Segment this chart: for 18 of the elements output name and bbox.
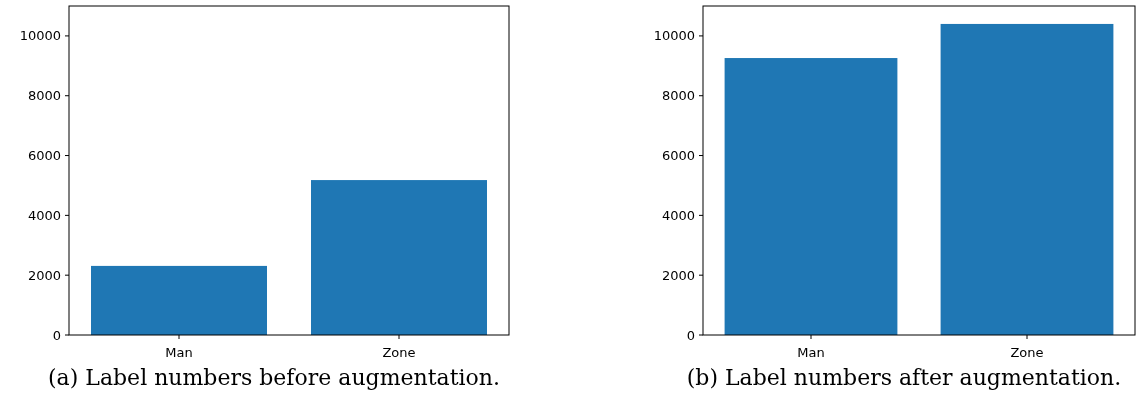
y-tick-label: 0 bbox=[52, 327, 61, 343]
y-tick-label: 8000 bbox=[661, 88, 695, 104]
y-tick-label: 2000 bbox=[661, 267, 695, 283]
x-tick-label: Zone bbox=[382, 345, 416, 360]
y-tick-label: 10000 bbox=[653, 28, 695, 44]
y-tick-label: 10000 bbox=[19, 28, 61, 44]
x-tick-label: Zone bbox=[1010, 345, 1044, 360]
y-tick-label: 4000 bbox=[661, 207, 695, 223]
text: (b) Label numbers after augmentation. bbox=[686, 365, 1122, 390]
y-tick-label: 6000 bbox=[27, 148, 61, 164]
y-tick-label: 0 bbox=[686, 327, 695, 343]
y-tick-label: 4000 bbox=[27, 207, 61, 223]
text: (a) Label numbers before augmentation. bbox=[48, 365, 500, 390]
y-tick-label: 8000 bbox=[27, 88, 61, 104]
y-tick-label: 2000 bbox=[27, 267, 61, 283]
y-tick-label: 6000 bbox=[661, 148, 695, 164]
x-tick-label: Man bbox=[165, 345, 193, 360]
x-tick-label: Man bbox=[797, 345, 825, 360]
